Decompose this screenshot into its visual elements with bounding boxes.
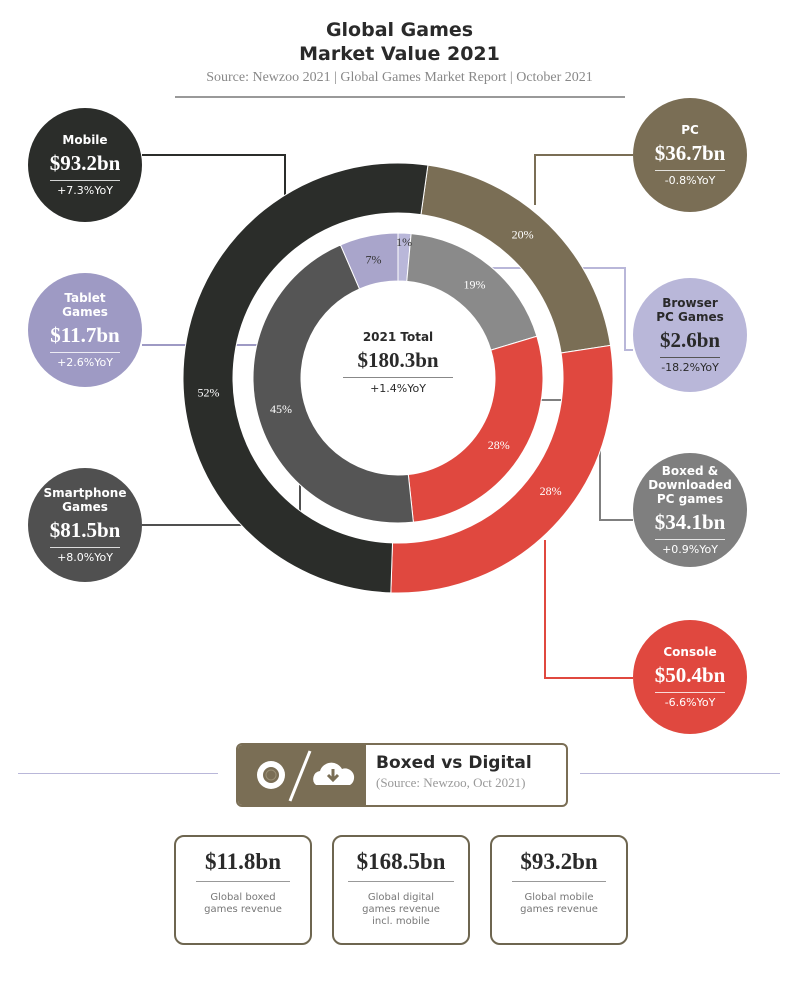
inner-slice-console	[407, 335, 544, 523]
boxed-vs-digital-banner: Boxed vs Digital (Source: Newzoo, Oct 20…	[236, 743, 568, 807]
divider-left	[18, 773, 218, 774]
bubble-yoy: +0.9%YoY	[662, 543, 718, 556]
inner-slice-smartphone-games	[252, 244, 414, 524]
total-title: 2021 Total	[362, 330, 434, 344]
disc-icon	[257, 761, 285, 789]
cloud-download-icon	[313, 762, 355, 785]
bubble-name: Mobile	[62, 133, 108, 147]
bubble-value: $50.4bn	[654, 663, 726, 693]
bubble-value: $2.6bn	[659, 328, 721, 358]
outer-slice-mobile	[182, 162, 429, 594]
stat-card-digital: $168.5bn Global digital games revenue in…	[332, 835, 470, 945]
bubble-yoy: +7.3%YoY	[57, 184, 113, 197]
pct-label: 52%	[198, 385, 220, 399]
total-yoy: +1.4%YoY	[370, 382, 426, 395]
bubble-browser: Browser PC Games $2.6bn -18.2%YoY	[633, 278, 747, 392]
slash-divider	[288, 750, 312, 802]
banner-icons	[238, 745, 366, 805]
connector-browser	[405, 267, 633, 351]
bubble-name: Browser PC Games	[656, 296, 724, 324]
bubble-smartphone: Smartphone Games $81.5bn +8.0%YoY	[28, 468, 142, 582]
pct-label: 7%	[366, 253, 382, 267]
pct-label: 19%	[464, 277, 486, 291]
bubble-name: PC	[681, 123, 699, 137]
total-label: 2021 Total $180.3bn +1.4%YoY	[318, 330, 478, 395]
title-line-2: Market Value 2021	[299, 43, 500, 65]
stat-value: $93.2bn	[512, 849, 606, 882]
bubble-yoy: -6.6%YoY	[664, 696, 716, 709]
pct-label: 28%	[488, 438, 510, 452]
title-divider	[175, 96, 625, 98]
source-note: Source: Newzoo 2021 | Global Games Marke…	[206, 70, 593, 85]
stat-value: $11.8bn	[196, 849, 290, 882]
pct-label: 28%	[540, 484, 562, 498]
bubble-yoy: -18.2%YoY	[661, 361, 719, 374]
bubble-name: Smartphone Games	[43, 486, 127, 514]
bubble-value: $93.2bn	[49, 151, 121, 181]
pct-label: 45%	[270, 402, 292, 416]
connector-mobile	[142, 154, 286, 200]
stat-desc: Global mobile games revenue	[520, 892, 598, 915]
inner-slice-tablet-games	[339, 232, 399, 290]
bubble-mobile: Mobile $93.2bn +7.3%YoY	[28, 108, 142, 222]
bubble-value: $36.7bn	[654, 141, 726, 171]
stat-card-mobile: $93.2bn Global mobile games revenue	[490, 835, 628, 945]
bubble-value: $34.1bn	[654, 510, 726, 540]
pct-label: 20%	[512, 228, 534, 242]
connector-pc	[534, 154, 633, 205]
stat-value: $168.5bn	[348, 849, 454, 882]
divider-right	[580, 773, 780, 774]
bubble-yoy: +2.6%YoY	[57, 356, 113, 369]
bubble-value: $11.7bn	[50, 323, 120, 353]
bubble-name: Boxed & Downloaded PC games	[648, 464, 732, 506]
connector-console	[544, 540, 633, 679]
title-line-1: Global Games	[325, 19, 474, 41]
stat-desc: Global boxed games revenue	[204, 892, 282, 915]
stat-card-boxed: $11.8bn Global boxed games revenue	[174, 835, 312, 945]
bubble-name: Console	[663, 645, 717, 659]
stat-desc: Global digital games revenue incl. mobil…	[362, 892, 440, 927]
bubble-tablet: Tablet Games $11.7bn +2.6%YoY	[28, 273, 142, 387]
bubble-value: $81.5bn	[49, 518, 121, 548]
bubble-name: Tablet Games	[62, 291, 108, 319]
bubble-yoy: -0.8%YoY	[664, 174, 716, 187]
bubble-pc: PC $36.7bn -0.8%YoY	[633, 98, 747, 212]
bubble-console: Console $50.4bn -6.6%YoY	[633, 620, 747, 734]
bubble-yoy: +8.0%YoY	[57, 551, 113, 564]
banner-title: Boxed vs Digital	[376, 753, 532, 773]
pct-label: 1%	[396, 235, 412, 249]
bubble-boxed: Boxed & Downloaded PC games $34.1bn +0.9…	[633, 453, 747, 567]
banner-source: (Source: Newzoo, Oct 2021)	[376, 775, 526, 790]
total-value: $180.3bn	[343, 348, 453, 378]
